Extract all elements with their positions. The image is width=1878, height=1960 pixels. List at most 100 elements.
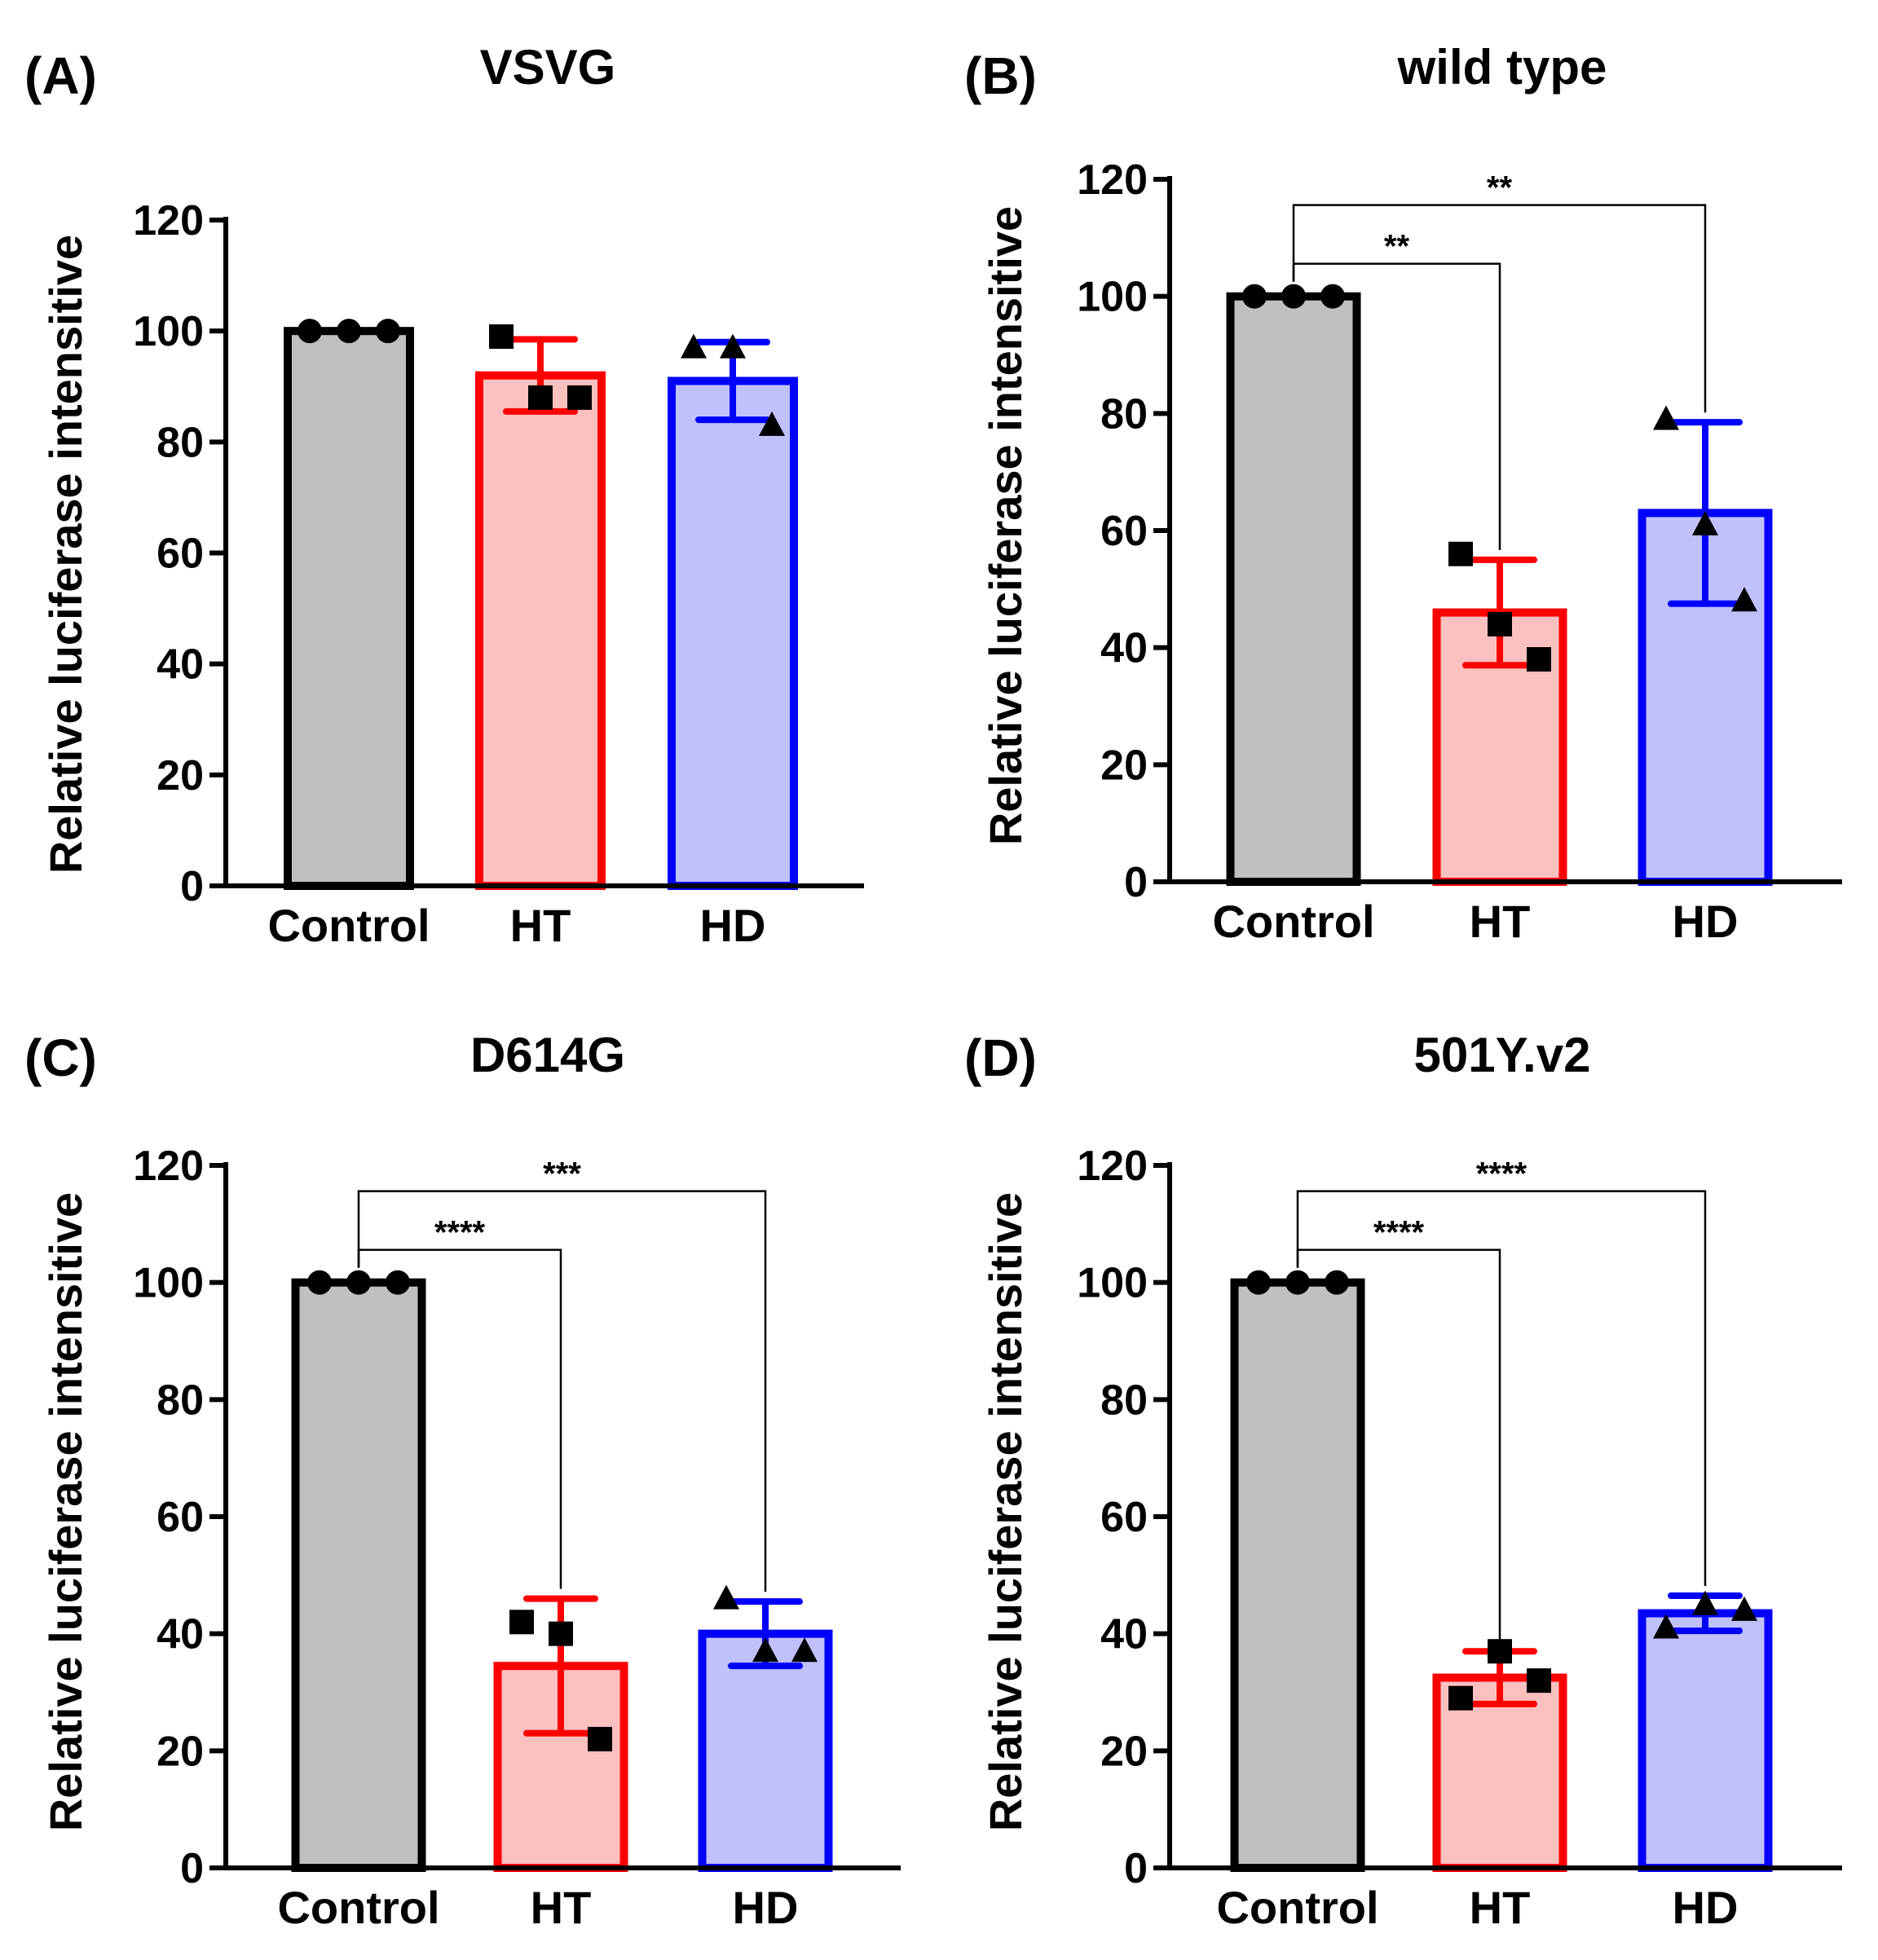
data-point-circle [307,1270,332,1295]
bar-control [1226,292,1361,886]
significance-label: ** [1384,229,1410,265]
y-tick-label: 100 [1077,274,1148,321]
data-point-triangle [1731,587,1757,612]
data-point-triangle [752,1637,778,1663]
y-tick-label: 0 [1124,1845,1148,1892]
y-tick-label: 0 [1124,859,1148,906]
data-point-square [1448,1685,1473,1711]
y-tick-label: 60 [156,1494,204,1541]
data-point-triangle [791,1637,818,1663]
bar-control [284,327,414,890]
y-tick-label: 120 [1077,156,1148,204]
data-point-circle [1285,1270,1310,1295]
y-tick-label: 20 [156,1728,204,1775]
chart-title: 501Y.v2 [1414,1028,1591,1082]
bar-control [291,1278,426,1872]
y-tick-label: 80 [156,419,204,466]
significance-label: **** [434,1215,486,1251]
y-tick-label: 80 [1100,1376,1148,1424]
data-point-triangle [1731,1596,1757,1621]
significance-label: **** [1476,1156,1528,1192]
chart-title: wild type [1397,40,1607,95]
data-point-square [1448,541,1473,566]
data-point-square [509,1610,534,1635]
data-point-circle [386,1270,410,1295]
x-tick-label: HD [733,1882,799,1933]
panel-label: (C) [24,1028,97,1087]
x-tick-label: Control [1212,896,1374,947]
panel-label: (A) [24,46,97,105]
panel-label: (B) [964,46,1037,105]
significance-label: **** [1373,1215,1425,1251]
y-axis-label: Relative luciferase intensitive [980,1192,1031,1831]
y-tick-label: 100 [133,1260,204,1307]
data-point-square [567,385,592,410]
y-tick-label: 120 [1077,1143,1148,1190]
bar-ht [475,371,606,890]
x-tick-label: HT [1470,896,1531,947]
data-point-circle [337,319,361,344]
data-point-circle [298,319,322,344]
data-point-triangle [681,333,707,359]
y-tick-label: 100 [133,308,204,355]
x-tick-label: HD [700,900,766,951]
x-tick-label: Control [267,900,430,951]
y-axis-label: Relative luciferase intensitive [980,206,1031,845]
significance-bracket [1296,1190,1707,1586]
panel-label: (D) [964,1028,1037,1087]
chart-title: VSVG [480,40,616,95]
significance-label: *** [543,1156,581,1192]
y-tick-label: 40 [1100,625,1148,672]
data-point-square [489,324,514,349]
y-tick-label: 60 [1100,508,1148,555]
data-point-circle [1242,284,1267,309]
y-tick-label: 60 [1100,1494,1148,1541]
y-tick-label: 0 [180,1845,204,1892]
data-point-square [1488,1639,1512,1664]
data-point-triangle [1692,1590,1718,1615]
data-point-circle [1325,1270,1349,1295]
y-axis-label: Relative luciferase intensitive [40,235,91,874]
significance-bracket [357,1190,767,1592]
y-tick-label: 20 [1100,742,1148,789]
y-tick-label: 40 [156,641,204,689]
data-point-circle [376,319,400,344]
data-point-triangle [1692,510,1718,535]
x-tick-label: HT [1470,1882,1531,1933]
x-tick-label: HT [510,900,571,951]
y-tick-label: 40 [156,1611,204,1658]
bar-hd [668,377,798,891]
y-axis-label: Relative luciferase intensitive [40,1192,91,1831]
data-point-triangle [1653,1614,1679,1639]
data-point-square [1527,1668,1551,1694]
chart-panel-d: (D) 501Y.v2 Relative luciferase intensitiv… [964,1028,1842,1933]
data-point-circle [1320,284,1345,309]
data-point-triangle [720,333,746,359]
significance-label: ** [1487,170,1513,206]
data-point-square [588,1726,612,1751]
y-tick-label: 0 [180,863,204,910]
chart-title: D614G [470,1028,625,1082]
bar-control [1230,1278,1365,1872]
data-point-triangle [759,411,785,436]
data-point-square [528,385,553,410]
x-tick-label: HD [1673,1882,1739,1933]
data-point-triangle [1653,405,1679,430]
data-point-square [1488,611,1512,636]
data-point-square [549,1621,573,1646]
chart-panel-c: (C) D614G Relative luciferase intensitive 0… [24,1028,901,1933]
y-tick-label: 80 [156,1376,204,1424]
x-tick-label: Control [277,1882,439,1933]
y-tick-label: 40 [1100,1611,1148,1658]
y-tick-label: 120 [133,197,204,244]
bar-hd [1638,1609,1773,1873]
y-tick-label: 20 [1100,1728,1148,1775]
significance-bracket [1292,204,1707,413]
y-tick-label: 20 [156,752,204,799]
data-point-triangle [713,1584,739,1610]
y-tick-label: 80 [1100,390,1148,438]
x-tick-label: HD [1673,896,1739,947]
y-tick-label: 120 [133,1143,204,1190]
data-point-circle [346,1270,371,1295]
